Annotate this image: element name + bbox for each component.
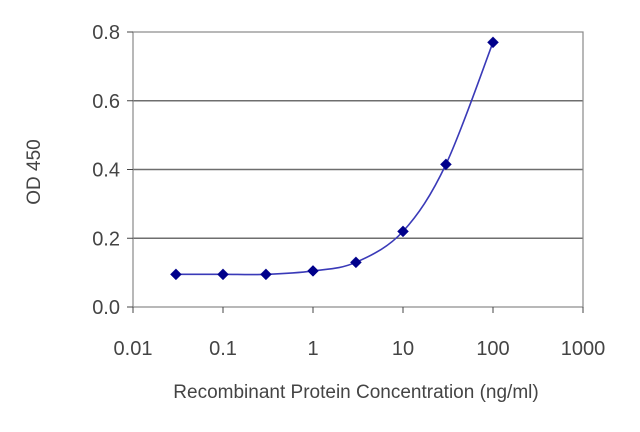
data-point bbox=[350, 256, 362, 269]
data-point bbox=[217, 268, 229, 281]
y-tick-label: 0.6 bbox=[92, 91, 120, 113]
data-point bbox=[260, 268, 272, 281]
y-tick-label: 0.8 bbox=[92, 22, 120, 44]
y-tick-label: 0.2 bbox=[92, 228, 120, 250]
data-point bbox=[487, 36, 499, 49]
y-tick-label: 0.4 bbox=[92, 160, 120, 182]
data-point bbox=[397, 225, 409, 238]
x-tick-label: 1000 bbox=[561, 338, 606, 360]
grid-lines bbox=[133, 99, 583, 240]
y-axis-ticks: 0.0 0.2 0.4 0.6 0.8 bbox=[92, 22, 133, 319]
data-point bbox=[170, 268, 182, 281]
data-points bbox=[170, 36, 499, 281]
x-tick-label: 10 bbox=[392, 338, 414, 360]
data-point bbox=[307, 265, 319, 277]
data-point bbox=[440, 158, 452, 171]
series-line bbox=[175, 42, 494, 276]
x-tick-label: 100 bbox=[476, 338, 509, 360]
x-tick-label: 0.1 bbox=[209, 338, 237, 360]
x-axis-ticks: 0.01 0.1 1 10 100 1000 bbox=[114, 307, 606, 360]
x-tick-label: 0.01 bbox=[114, 338, 153, 360]
x-axis-label: Recombinant Protein Concentration (ng/ml… bbox=[173, 382, 538, 403]
x-tick-label: 1 bbox=[307, 338, 318, 360]
y-tick-label: 0.0 bbox=[92, 297, 120, 319]
y-axis-label: OD 450 bbox=[24, 139, 45, 204]
